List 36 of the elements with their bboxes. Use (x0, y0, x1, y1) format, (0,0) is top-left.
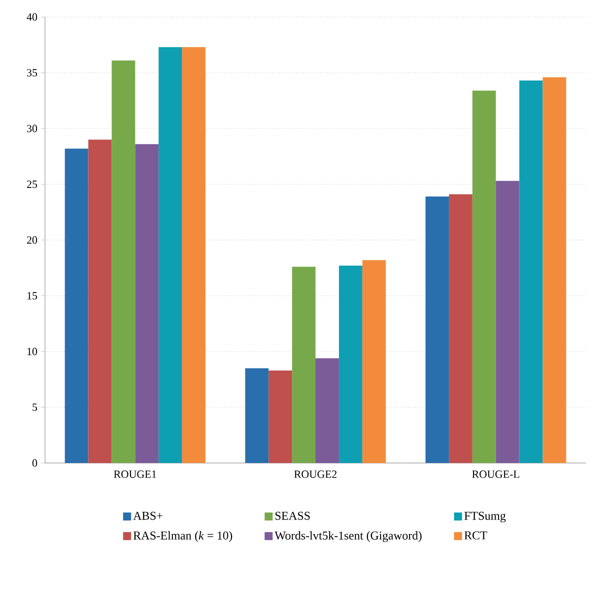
bar (496, 180, 520, 463)
x-tick-label: ROUGE2 (294, 470, 337, 478)
y-tick-label: 35 (27, 69, 38, 76)
bar (245, 368, 269, 463)
bar (338, 266, 362, 463)
bar (182, 47, 206, 463)
legend-label: Words-lvt5k-1sent (Gigaword) (274, 531, 422, 542)
legend-label: FTSumg (464, 512, 506, 522)
y-tick-label: 40 (26, 13, 38, 21)
bar (158, 47, 182, 463)
y-tick-label: 15 (27, 292, 38, 300)
bar (542, 77, 566, 463)
bar (426, 196, 449, 463)
y-tick-label: 0 (32, 459, 38, 467)
y-tick-label: 20 (27, 236, 38, 244)
y-tick-label: 5 (32, 404, 38, 411)
y-tick-label: 30 (27, 124, 38, 132)
legend-label: RCT (464, 531, 488, 540)
bar (268, 370, 292, 463)
bar (292, 266, 316, 463)
legend-label: SEASS (275, 512, 310, 520)
bar (448, 194, 472, 463)
x-tick-label: ROUGE-L (472, 470, 520, 478)
bar (112, 60, 136, 463)
bar (362, 260, 386, 463)
bar (135, 144, 159, 463)
x-tick-label: ROUGE1 (114, 470, 156, 478)
legend-label: RAS-Elman (k = 10) (133, 531, 232, 542)
bar (519, 80, 543, 463)
bar (88, 140, 112, 463)
y-tick-label: 10 (27, 348, 38, 356)
bar (472, 90, 496, 463)
bar (316, 358, 339, 463)
y-tick-label: 25 (27, 180, 38, 188)
bar (64, 148, 88, 463)
legend-label: ABS+ (133, 512, 162, 520)
